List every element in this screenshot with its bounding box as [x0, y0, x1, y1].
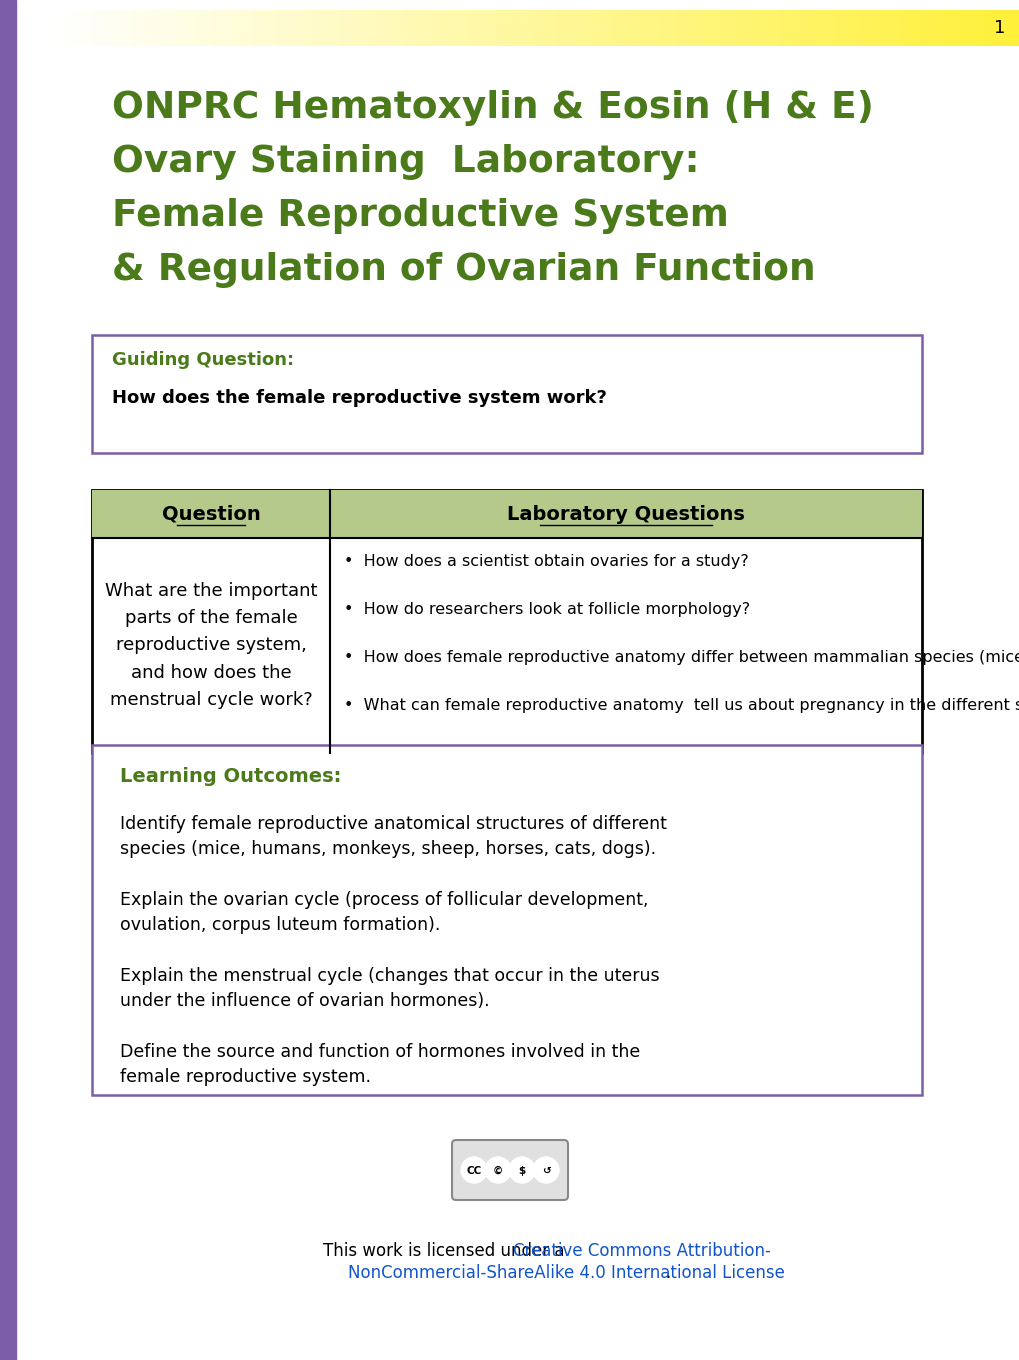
- FancyBboxPatch shape: [451, 1140, 568, 1200]
- Circle shape: [533, 1157, 558, 1183]
- Text: NonCommercial-ShareAlike 4.0 International License: NonCommercial-ShareAlike 4.0 Internation…: [347, 1263, 785, 1282]
- Text: •  What can female reproductive anatomy  tell us about pregnancy in the differen: • What can female reproductive anatomy t…: [343, 698, 1019, 713]
- Text: Female Reproductive System: Female Reproductive System: [112, 199, 729, 234]
- Text: Explain the ovarian cycle (process of follicular development,
ovulation, corpus : Explain the ovarian cycle (process of fo…: [120, 891, 648, 934]
- Text: Identify female reproductive anatomical structures of different
species (mice, h: Identify female reproductive anatomical …: [120, 815, 666, 858]
- Text: 1: 1: [993, 19, 1004, 37]
- Circle shape: [461, 1157, 486, 1183]
- Circle shape: [484, 1157, 511, 1183]
- Bar: [92, 490, 921, 753]
- Text: ↺: ↺: [541, 1166, 550, 1176]
- Text: Explain the menstrual cycle (changes that occur in the uterus
under the influenc: Explain the menstrual cycle (changes tha…: [120, 967, 659, 1010]
- Bar: [92, 490, 921, 539]
- Circle shape: [508, 1157, 535, 1183]
- Text: CC: CC: [466, 1166, 481, 1176]
- Text: & Regulation of Ovarian Function: & Regulation of Ovarian Function: [112, 252, 815, 288]
- Text: Laboratory Questions: Laboratory Questions: [506, 505, 744, 524]
- Text: ONPRC Hematoxylin & Eosin (H & E): ONPRC Hematoxylin & Eosin (H & E): [112, 90, 873, 126]
- Text: This work is licensed under a: This work is licensed under a: [322, 1242, 569, 1259]
- FancyBboxPatch shape: [92, 745, 921, 1095]
- Text: Learning Outcomes:: Learning Outcomes:: [120, 767, 341, 786]
- Text: Question: Question: [161, 505, 260, 524]
- Text: Define the source and function of hormones involved in the
female reproductive s: Define the source and function of hormon…: [120, 1043, 640, 1087]
- Text: .: .: [665, 1263, 671, 1282]
- Text: •  How does female reproductive anatomy differ between mammalian species (mice, : • How does female reproductive anatomy d…: [343, 650, 1019, 665]
- FancyBboxPatch shape: [92, 335, 921, 453]
- Text: Creative Commons Attribution-: Creative Commons Attribution-: [513, 1242, 770, 1259]
- Text: How does the female reproductive system work?: How does the female reproductive system …: [112, 389, 606, 407]
- Text: What are the important
parts of the female
reproductive system,
and how does the: What are the important parts of the fema…: [105, 582, 317, 709]
- Text: Guiding Question:: Guiding Question:: [112, 351, 293, 369]
- Text: ©: ©: [492, 1166, 502, 1176]
- Text: Ovary Staining  Laboratory:: Ovary Staining Laboratory:: [112, 144, 699, 180]
- Bar: [0, 0, 16, 1360]
- Text: •  How do researchers look at follicle morphology?: • How do researchers look at follicle mo…: [343, 602, 749, 617]
- Text: $: $: [518, 1166, 525, 1176]
- Text: •  How does a scientist obtain ovaries for a study?: • How does a scientist obtain ovaries fo…: [343, 554, 748, 568]
